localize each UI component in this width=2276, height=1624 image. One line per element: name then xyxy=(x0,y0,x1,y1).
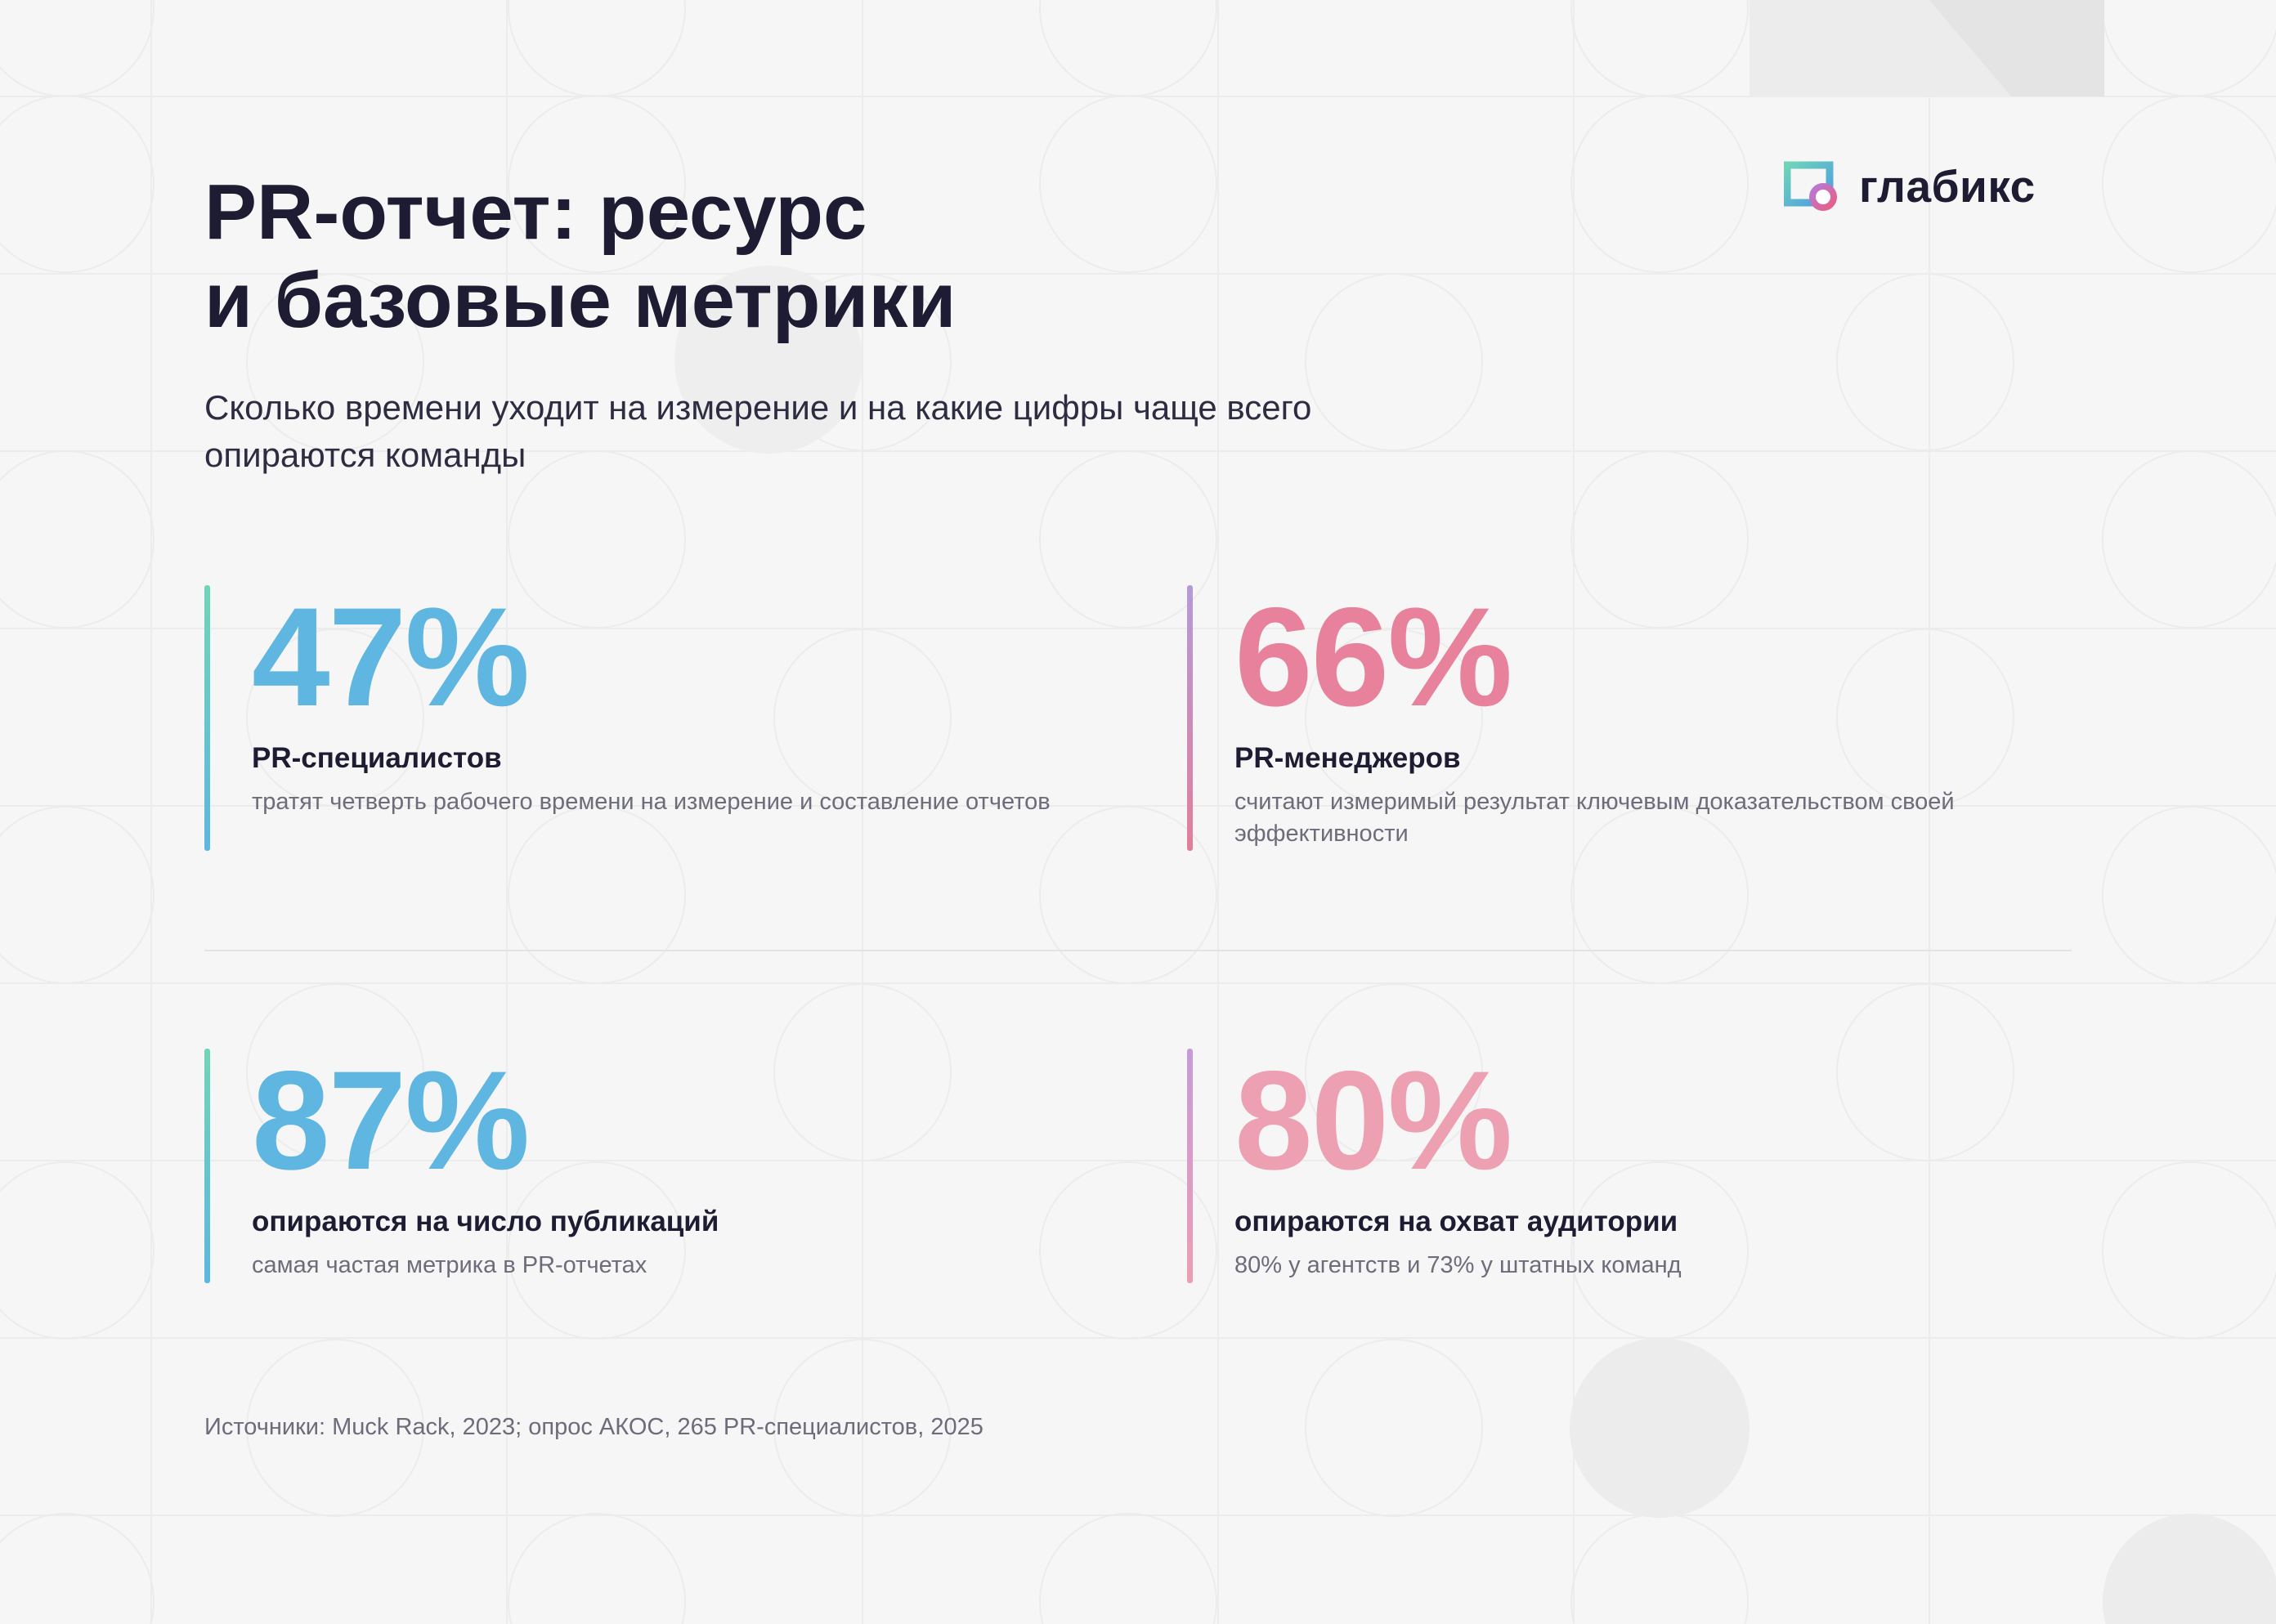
stat-label: PR-менеджеров xyxy=(1234,742,1461,774)
stat-accent-bar xyxy=(204,585,210,851)
stat-accent-bar xyxy=(1187,1049,1193,1283)
subtitle-line2: опираются команды xyxy=(204,436,526,474)
brand-logo: глабикс xyxy=(1784,158,2036,215)
stat-card-pr-managers: 66% PR-менеджеров считают измеримый резу… xyxy=(1187,585,2111,851)
stat-description: тратят четверть рабочего времени на изме… xyxy=(252,789,1051,815)
stat-description: 80% у агентств и 73% у штатных команд xyxy=(1234,1252,1682,1278)
glabix-logo-icon xyxy=(1784,161,1837,211)
stat-card-publications: 87% опираются на число публикаций самая … xyxy=(204,1049,1128,1283)
stat-value: 66% xyxy=(1234,579,1512,736)
stat-description: самая частая метрика в PR-отчетах xyxy=(252,1252,647,1278)
section-divider xyxy=(204,950,2072,951)
stat-card-audience-reach: 80% опираются на охват аудитории 80% у а… xyxy=(1187,1049,2111,1283)
stat-label: опираются на охват аудитории xyxy=(1234,1206,1678,1237)
subtitle-line1: Сколько времени уходит на измерение и на… xyxy=(204,388,1312,427)
stat-value: 80% xyxy=(1234,1042,1512,1199)
stat-label: PR-специалистов xyxy=(252,742,502,774)
sources-footnote: Источники: Muck Rack, 2023; опрос АКОС, … xyxy=(204,1414,983,1440)
stat-card-pr-specialists: 47% PR-специалистов тратят четверть рабо… xyxy=(204,585,1128,851)
stat-accent-bar xyxy=(1187,585,1193,851)
page-title-line1: PR-отчет: ресурс xyxy=(204,168,867,256)
page-title: PR-отчет: ресурс и базовые метрики xyxy=(204,168,1431,345)
stat-value: 87% xyxy=(252,1042,530,1199)
stat-description: считают измеримый результат ключевым док… xyxy=(1234,789,1955,847)
page-subtitle: Сколько времени уходит на измерение и на… xyxy=(204,384,1594,479)
brand-name: глабикс xyxy=(1859,160,2036,212)
page-title-line2: и базовые метрики xyxy=(204,257,957,344)
stat-label: опираются на число публикаций xyxy=(252,1206,719,1237)
stat-value: 47% xyxy=(252,579,530,736)
stat-accent-bar xyxy=(204,1049,210,1283)
